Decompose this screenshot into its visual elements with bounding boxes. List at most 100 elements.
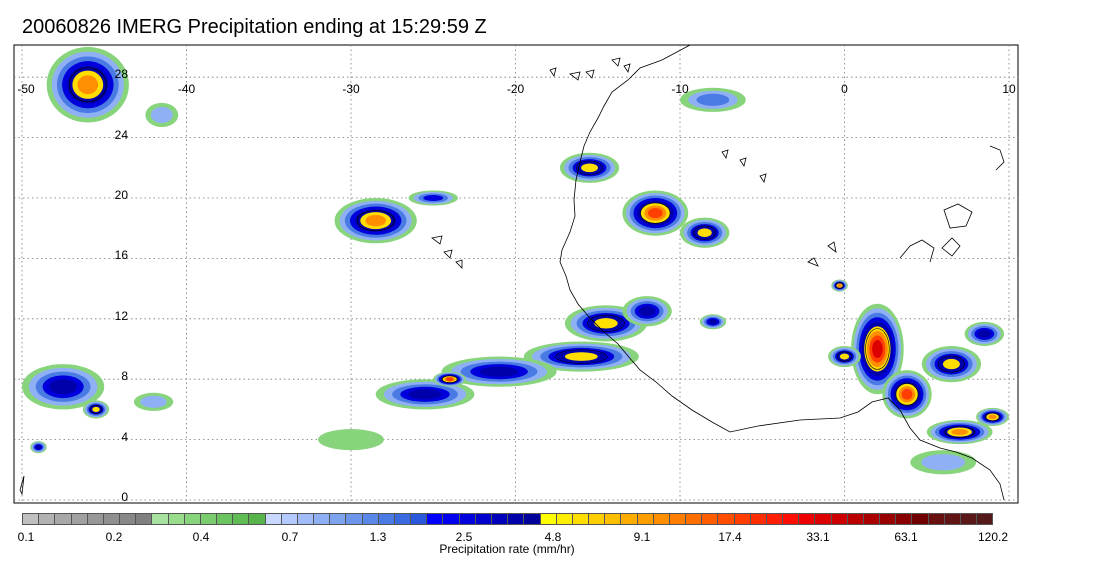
colorbar-swatch (734, 514, 751, 524)
precip-contour (944, 426, 975, 438)
colorbar-swatch (621, 514, 638, 524)
precip-contour (836, 351, 853, 362)
coastlines (19, 44, 1005, 501)
colorbar-swatch (605, 514, 622, 524)
precip-contour (895, 383, 919, 406)
precip-cell-shade (988, 414, 997, 420)
colorbar-swatch (459, 514, 476, 524)
colorbar-swatch (394, 514, 412, 524)
lon-label: -20 (506, 82, 525, 96)
colorbar-swatch (896, 514, 913, 524)
island-outline-3 (19, 475, 25, 496)
colorbar-tick-label: 1.3 (369, 530, 387, 544)
river-outline-2 (989, 145, 1005, 171)
map-frame (13, 44, 1019, 504)
precip-cell-shade (872, 339, 883, 359)
colorbar-swatch (281, 514, 298, 524)
precip-cell-shade (951, 429, 968, 436)
precip-contour (575, 160, 604, 175)
precip-cell-shade (837, 283, 842, 288)
map-title: 20060826 IMERG Precipitation ending at 1… (22, 16, 487, 38)
precip-cell-shade (365, 214, 386, 227)
precip-contour (865, 328, 890, 370)
gulf-islands (941, 237, 961, 257)
colorbar-tick-label: 0.1 (17, 530, 35, 544)
lat-label: 28 (114, 67, 128, 82)
colorbar-swatch (346, 514, 363, 524)
colorbar-swatch (71, 514, 88, 524)
colorbar-swatch (847, 514, 864, 524)
colorbar-swatch (297, 514, 315, 524)
colorbar (22, 513, 993, 525)
precip-cell-shade (446, 377, 454, 382)
colorbar-swatch (637, 514, 654, 524)
precip-contour (441, 375, 458, 383)
precip-cell-shade (638, 306, 656, 317)
intense-rain-contours (68, 67, 1001, 438)
colorbar-swatch (491, 514, 509, 524)
precip-cell-shade (77, 75, 99, 95)
precip-contour (356, 210, 395, 232)
colorbar-swatch (540, 514, 557, 524)
precip-contour (693, 225, 717, 240)
precip-cell-shade (408, 389, 442, 400)
colorbar-swatch (55, 514, 72, 524)
precip-cell-shade (479, 366, 519, 377)
colorbar-swatch (103, 514, 121, 524)
colorbar-tick-label: 2.5 (455, 530, 473, 544)
colorbar-swatch (475, 514, 492, 524)
colorbar-swatch (168, 514, 185, 524)
coast-detail-1 (549, 67, 595, 81)
colorbar-tick-label: 63.1 (894, 530, 918, 544)
colorbar-swatch (443, 514, 460, 524)
precip-cell-shade (708, 319, 718, 325)
colorbar-swatch (265, 514, 282, 524)
colorbar-swatch (378, 514, 395, 524)
colorbar-swatch (718, 514, 735, 524)
colorbar-swatch (314, 514, 331, 524)
precip-cell-shade (697, 228, 712, 238)
colorbar-swatch (508, 514, 525, 524)
colorbar-swatch (200, 514, 218, 524)
precip-cell-shade (921, 454, 966, 471)
colorbar-tick-label: 0.2 (105, 530, 123, 544)
colorbar-swatch (556, 514, 573, 524)
precip-contour (984, 412, 1001, 422)
colorbar-tick-label: 0.7 (281, 530, 299, 544)
colorbar-swatch (686, 514, 703, 524)
lat-label: 16 (114, 248, 128, 263)
precip-cell-shade (318, 429, 384, 451)
colorbar-swatch (330, 514, 347, 524)
coast-detail-2 (611, 57, 631, 73)
island-outline-4 (721, 149, 767, 183)
graticule (14, 45, 1018, 503)
colorbar-swatch (39, 514, 56, 524)
colorbar-tick-label: 33.1 (806, 530, 830, 544)
lat-label: 8 (121, 369, 128, 384)
lake-outline (943, 203, 973, 229)
colorbar-swatch (23, 514, 40, 524)
precipitation-map[interactable] (0, 0, 1101, 510)
colorbar-swatch (880, 514, 897, 524)
colorbar-swatch (427, 514, 444, 524)
lat-label: 4 (121, 429, 128, 444)
colorbar-swatch (912, 514, 929, 524)
precip-cell-shade (942, 358, 960, 370)
lat-label: 12 (114, 308, 128, 323)
lon-label: -30 (342, 82, 360, 96)
lon-label: -10 (671, 82, 689, 96)
colorbar-swatch (411, 514, 428, 524)
colorbar-swatch (524, 514, 541, 524)
precip-cell-shade (150, 106, 173, 124)
colorbar-tick-label: 9.1 (633, 530, 651, 544)
colorbar-swatch (217, 514, 234, 524)
precip-cell-shade (977, 329, 991, 338)
precip-cell-shade (901, 388, 913, 400)
precip-cell-shade (839, 353, 850, 360)
colorbar-swatch (928, 514, 945, 524)
precip-contour (937, 355, 966, 373)
precip-cell-shade (581, 163, 598, 173)
colorbar-swatch (831, 514, 848, 524)
colorbar-swatch (783, 514, 800, 524)
island-outline-2 (807, 241, 837, 267)
